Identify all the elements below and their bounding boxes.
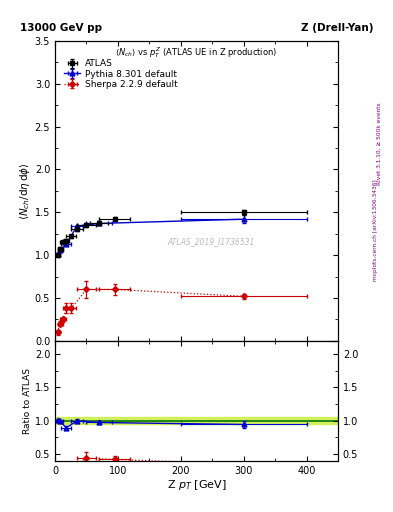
Bar — [55, 417, 338, 424]
Y-axis label: $\langle N_{ch}/\mathrm{d}\eta\,\mathrm{d}\phi\rangle$: $\langle N_{ch}/\mathrm{d}\eta\,\mathrm{… — [18, 162, 32, 220]
Text: ATLAS_2019_I1736531: ATLAS_2019_I1736531 — [167, 238, 254, 246]
Text: $\langle N_{ch}\rangle$ vs $p_T^Z$ (ATLAS UE in Z production): $\langle N_{ch}\rangle$ vs $p_T^Z$ (ATLA… — [116, 46, 277, 60]
Text: mcplots.cern.ch [arXiv:1306.3436]: mcplots.cern.ch [arXiv:1306.3436] — [373, 180, 378, 281]
Text: Z (Drell-Yan): Z (Drell-Yan) — [301, 23, 373, 33]
X-axis label: Z $p_T$ [GeV]: Z $p_T$ [GeV] — [167, 478, 226, 493]
Legend: ATLAS, Pythia 8.301 default, Sherpa 2.2.9 default: ATLAS, Pythia 8.301 default, Sherpa 2.2.… — [62, 57, 180, 91]
Text: 13000 GeV pp: 13000 GeV pp — [20, 23, 102, 33]
Text: Rivet 3.1.10, ≥ 500k events: Rivet 3.1.10, ≥ 500k events — [377, 102, 382, 185]
Y-axis label: Ratio to ATLAS: Ratio to ATLAS — [23, 368, 32, 434]
